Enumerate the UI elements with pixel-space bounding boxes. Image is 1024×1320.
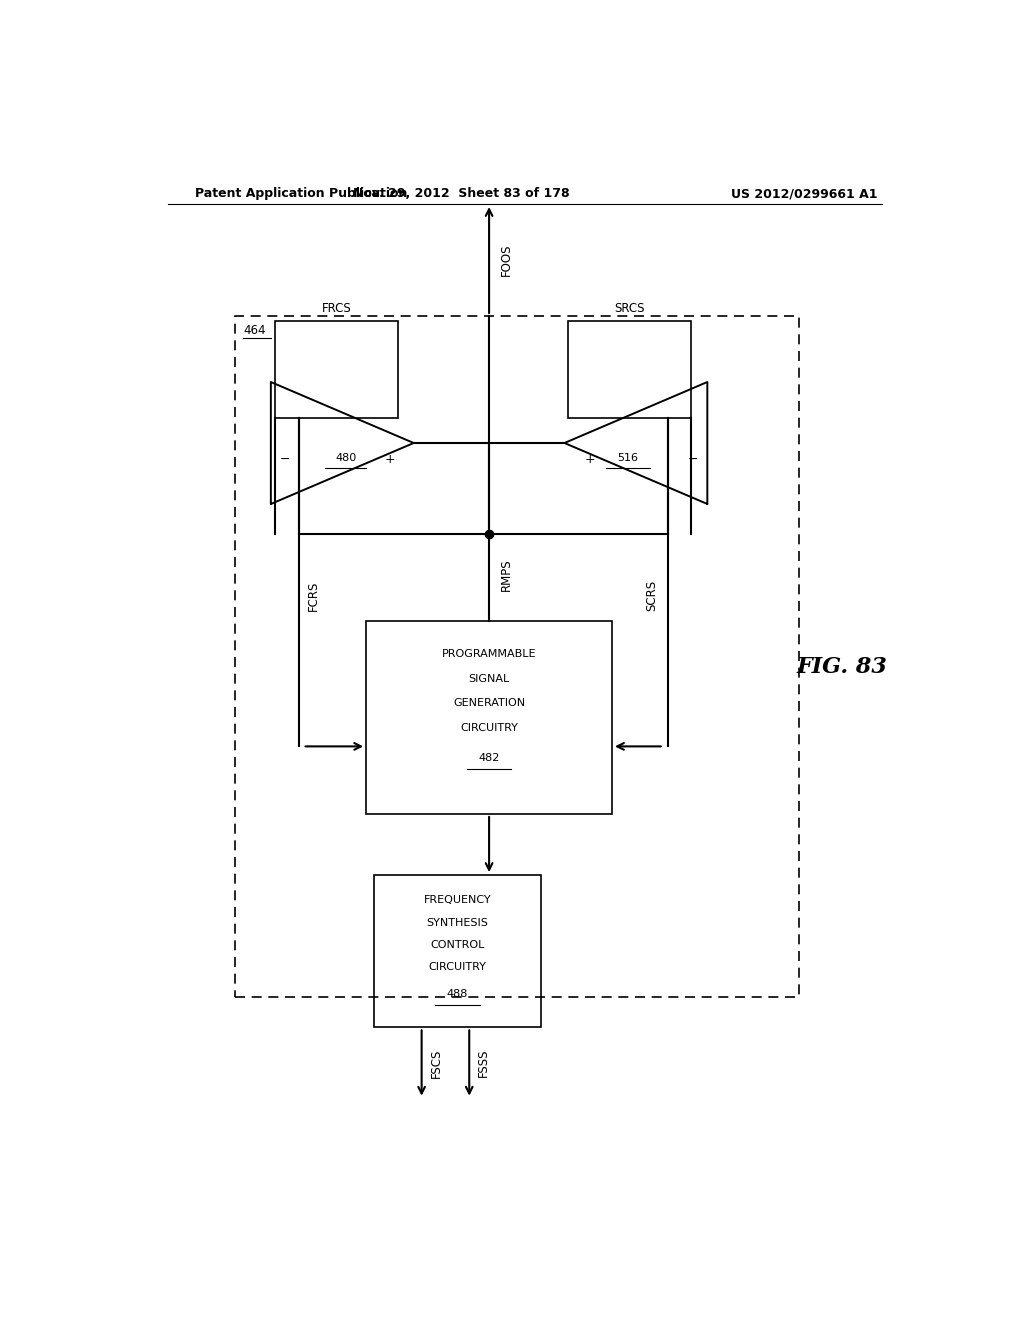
Text: FRCS: FRCS [322,302,351,315]
Text: FREQUENCY: FREQUENCY [424,895,492,906]
Text: FOOS: FOOS [500,244,512,276]
Text: FCRS: FCRS [306,581,319,611]
Text: CIRCUITRY: CIRCUITRY [460,722,518,733]
Text: SYNTHESIS: SYNTHESIS [426,917,488,928]
Text: −: − [688,453,698,466]
Text: FIG. 83: FIG. 83 [797,656,888,677]
Text: 464: 464 [243,325,265,337]
Text: SCRS: SCRS [645,579,658,611]
Text: GENERATION: GENERATION [453,698,525,709]
Text: SIGNAL: SIGNAL [468,673,510,684]
Text: CONTROL: CONTROL [430,940,484,950]
Text: FSCS: FSCS [430,1048,442,1077]
Text: 482: 482 [478,754,500,763]
Bar [367,620,612,814]
Text: Patent Application Publication: Patent Application Publication [196,187,408,201]
Text: 480: 480 [336,453,357,463]
Text: +: + [385,453,395,466]
Bar [274,321,398,417]
Text: +: + [585,453,595,466]
Text: 516: 516 [617,453,639,463]
Text: US 2012/0299661 A1: US 2012/0299661 A1 [731,187,878,201]
Text: FSSS: FSSS [477,1049,490,1077]
Bar [236,315,799,997]
Text: RMPS: RMPS [500,558,512,591]
Bar [374,875,541,1027]
Text: CIRCUITRY: CIRCUITRY [428,962,486,973]
Text: 488: 488 [446,989,468,999]
Text: PROGRAMMABLE: PROGRAMMABLE [441,649,537,660]
Text: Nov. 29, 2012  Sheet 83 of 178: Nov. 29, 2012 Sheet 83 of 178 [353,187,569,201]
Bar [568,321,691,417]
Text: SRCS: SRCS [614,302,645,315]
Text: −: − [280,453,291,466]
